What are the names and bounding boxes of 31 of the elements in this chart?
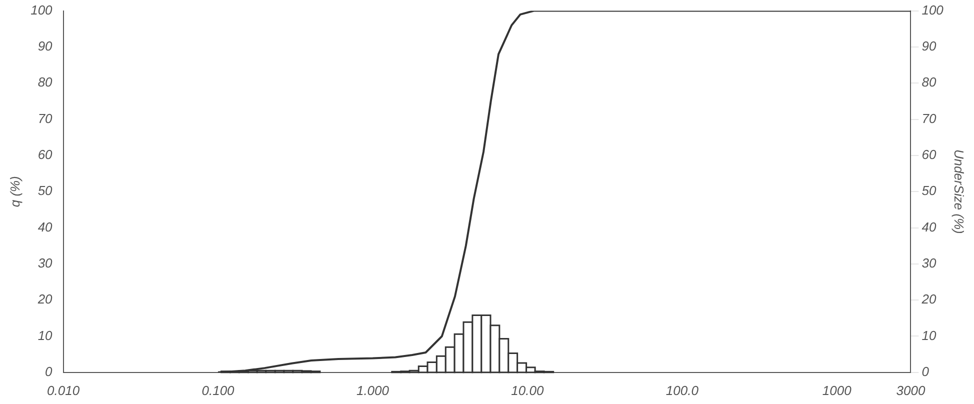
y-tick-label: 100: [30, 2, 54, 18]
y-tick-label: 90: [38, 38, 54, 54]
y2-tick-label: 30: [922, 256, 937, 271]
x-tick-label: 1.000: [356, 382, 390, 398]
y-tick-label: 50: [38, 183, 54, 198]
y-tick-label: 30: [38, 256, 54, 271]
x-tick-label: 10.00: [511, 382, 544, 398]
y-tick-label: 80: [38, 74, 54, 90]
y-tick-label: 10: [38, 328, 54, 343]
y2-tick-label: 60: [922, 147, 937, 162]
y2-tick-label: 10: [922, 328, 937, 343]
y-axis-title: q (%): [7, 176, 22, 208]
y2-tick-label: 80: [922, 74, 937, 90]
y-tick-label: 70: [38, 110, 54, 126]
y2-tick-label: 100: [922, 2, 944, 18]
x-tick-label: 100.0: [666, 382, 700, 398]
y-tick-label: 0: [45, 364, 54, 380]
y-tick-label: 40: [38, 219, 54, 234]
y2-tick-label: 40: [922, 219, 937, 234]
y2-tick-label: 90: [922, 38, 937, 54]
y2-axis-title: UnderSize (%): [952, 149, 967, 234]
x-tick-label: 3000: [896, 382, 926, 398]
y2-tick-label: 50: [922, 183, 937, 198]
x-tick-label: 1000: [822, 382, 852, 398]
y2-tick-label: 0: [922, 364, 930, 380]
y-tick-label: 60: [38, 147, 54, 162]
y2-tick-label: 70: [922, 110, 937, 126]
x-tick-label: 0.100: [202, 382, 236, 398]
y2-tick-label: 20: [920, 292, 937, 307]
y-tick-label: 20: [36, 292, 54, 307]
x-tick-label: 0.010: [47, 382, 80, 398]
